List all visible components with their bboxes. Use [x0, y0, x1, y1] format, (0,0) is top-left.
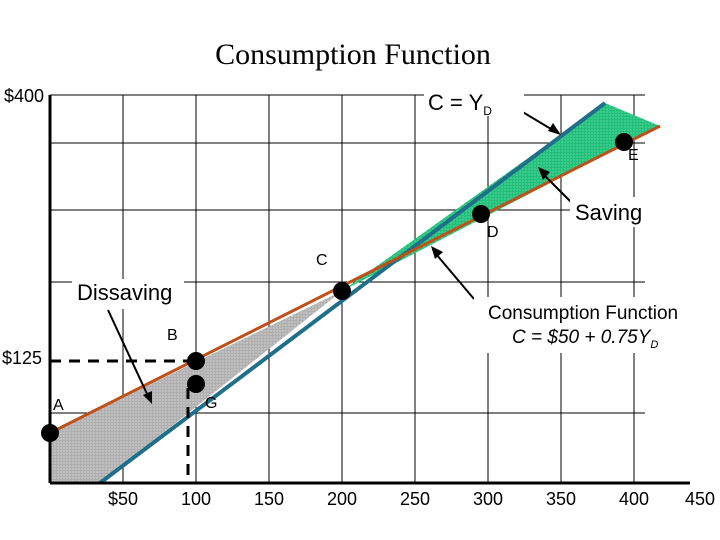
point-d: D: [472, 205, 499, 241]
arrow-saving-line: [542, 173, 574, 205]
point-e: E: [615, 133, 639, 164]
label-45-sub: D: [483, 104, 492, 118]
point-c: C: [310, 248, 351, 300]
point-marker-d: [472, 205, 490, 223]
x-tick-label: $50: [108, 489, 138, 509]
y-tick-400: $400: [4, 86, 44, 106]
point-marker-e: [615, 133, 633, 151]
arrow-dissaving-head-icon: [143, 391, 152, 404]
point-marker-g: [187, 375, 205, 393]
arrow-dissaving-line: [107, 309, 149, 397]
label-dissaving: Dissaving: [72, 279, 184, 309]
x-tick-labels: $50 100 150 200 250 300 350 400 450: [108, 489, 715, 509]
arrow-45-head-icon: [548, 123, 561, 135]
point-b: B: [167, 327, 205, 370]
y-tick-125: $125: [2, 348, 42, 368]
chart-title: Consumption Function: [215, 38, 491, 71]
consumption-function-sub: D: [650, 339, 658, 351]
x-tick-label: 300: [473, 489, 503, 509]
dissaving-label: Dissaving: [77, 280, 172, 305]
point-label-a: A: [53, 397, 64, 414]
line-45-degree: [98, 101, 607, 485]
arrow-consumption-head-icon: [431, 246, 443, 259]
consumption-function-equation: C = $50 + 0.75Y: [512, 327, 652, 348]
point-label-g: G: [205, 395, 217, 412]
label-45-text: C = Y: [428, 90, 484, 115]
point-marker-c: [333, 282, 351, 300]
label-consumption-function: Consumption Function C = $50 + 0.75YD: [474, 297, 702, 353]
label-saving: Saving: [570, 197, 652, 227]
annotation-arrows: [107, 107, 574, 404]
x-tick-label: 450: [685, 489, 715, 509]
consumption-line: [49, 124, 661, 435]
svg-text:C = YD: C = YD: [428, 90, 492, 118]
saving-label: Saving: [575, 200, 642, 225]
point-g: G: [187, 375, 217, 412]
arrow-saving-head-icon: [538, 167, 550, 180]
point-label-e: E: [628, 147, 639, 164]
x-tick-label: 400: [619, 489, 649, 509]
consumption-function-title: Consumption Function: [488, 303, 678, 324]
x-tick-label: 250: [400, 489, 430, 509]
point-marker-b: [187, 352, 205, 370]
label-45-line: C = YD: [424, 86, 524, 118]
point-label-d: D: [487, 224, 499, 241]
point-label-b: B: [167, 327, 178, 344]
x-tick-label: 150: [254, 489, 284, 509]
point-a: A: [41, 397, 64, 442]
x-tick-label: 200: [327, 489, 357, 509]
svg-text:C = $50 + 0.75YD: C = $50 + 0.75YD: [512, 327, 658, 351]
arrow-consumption-line: [435, 253, 475, 300]
point-label-c: C: [316, 252, 328, 269]
x-tick-label: 350: [546, 489, 576, 509]
x-tick-label: 100: [181, 489, 211, 509]
saving-area: [342, 103, 660, 291]
point-marker-a: [41, 424, 59, 442]
